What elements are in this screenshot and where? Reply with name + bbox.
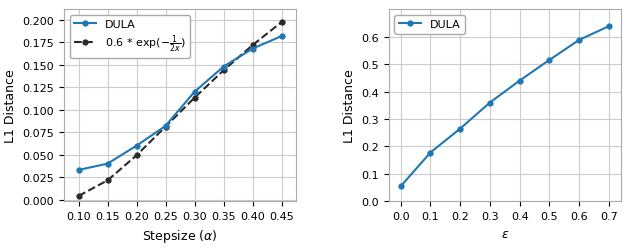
0.6 * exp($-\frac{1}{2x}$) [132,154,140,157]
DULA [545,59,553,62]
DULA [516,80,524,83]
0.6 * exp($-\frac{1}{2x}$) [220,70,227,73]
0.6 * exp($-\frac{1}{2x}$) [104,179,111,182]
0.6 * exp($-\frac{1}{2x}$) [162,126,170,129]
DULA [132,145,140,148]
DULA [605,25,612,28]
DULA [456,128,464,131]
DULA [191,91,198,94]
DULA [397,185,404,188]
Legend: DULA: DULA [394,16,465,35]
0.6 * exp($-\frac{1}{2x}$) [75,195,83,198]
Y-axis label: L1 Distance: L1 Distance [4,69,17,143]
DULA [575,39,583,42]
DULA [486,102,494,105]
DULA [104,163,111,166]
DULA [220,66,227,69]
Line: DULA: DULA [398,25,611,189]
X-axis label: Stepsize ($\alpha$): Stepsize ($\alpha$) [142,227,218,244]
DULA [278,36,285,39]
X-axis label: $\varepsilon$: $\varepsilon$ [500,227,509,240]
0.6 * exp($-\frac{1}{2x}$) [278,21,285,24]
0.6 * exp($-\frac{1}{2x}$) [191,97,198,100]
0.6 * exp($-\frac{1}{2x}$) [249,44,257,47]
Line: 0.6 * exp($-\frac{1}{2x}$): 0.6 * exp($-\frac{1}{2x}$) [76,21,284,199]
Line: DULA: DULA [76,35,284,173]
DULA [427,151,435,154]
DULA [249,48,257,51]
Y-axis label: L1 Distance: L1 Distance [343,69,356,143]
DULA [75,169,83,172]
Legend: DULA, 0.6 * exp($-\frac{1}{2x}$): DULA, 0.6 * exp($-\frac{1}{2x}$) [70,16,191,59]
DULA [162,125,170,128]
